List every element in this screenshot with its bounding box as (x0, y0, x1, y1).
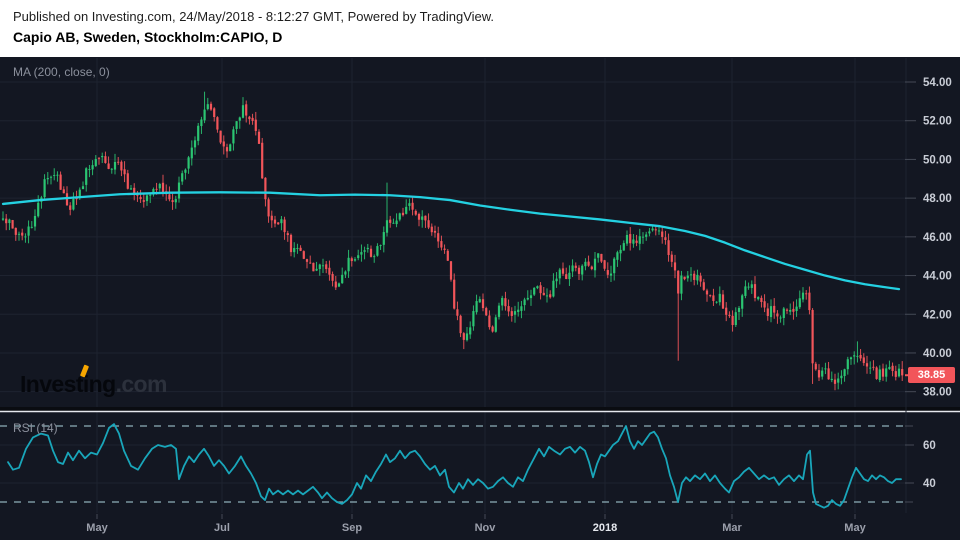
price-axis-label: 44.00 (923, 271, 952, 283)
date-axis-label: Jul (214, 522, 230, 534)
date-axis-label: May (86, 522, 108, 534)
price-axis-label: 48.00 (923, 193, 952, 205)
rsi-band-lines (0, 425, 906, 503)
date-axis-label: 2018 (593, 522, 617, 534)
published-line: Published on Investing.com, 24/May/2018 … (13, 9, 495, 24)
chart-canvas[interactable]: 54.00 52.00 50.00 48.00 46.00 44.00 42.00 40.00… (0, 57, 960, 540)
ma200-line (1, 191, 901, 291)
price-axis-label: 46.00 (923, 232, 952, 244)
candlestick-series (1, 91, 904, 391)
price-gridlines (0, 81, 906, 393)
rsi-axis-label: 40 (923, 478, 936, 490)
rsi-axis-label: 60 (923, 440, 936, 452)
date-axis-label: Sep (342, 522, 362, 534)
price-axis-label: 40.00 (923, 348, 952, 360)
price-axis-label: 50.00 (923, 154, 952, 166)
chart-title: Capio AB, Sweden, Stockholm:CAPIO, D (13, 29, 283, 45)
date-axis-label: Nov (475, 522, 497, 534)
rsi-line (7, 423, 902, 509)
price-axis[interactable]: 54.00 52.00 50.00 48.00 46.00 44.00 42.00 40.00… (905, 58, 952, 513)
last-price-badge: 38.85 (908, 367, 955, 384)
date-axis[interactable]: May Jul Sep Nov 2018 Mar May (86, 514, 867, 534)
price-axis-label: 42.00 (923, 309, 952, 321)
date-gridlines (96, 58, 856, 513)
rsi-gridlines (0, 444, 906, 484)
date-axis-label: Mar (722, 522, 742, 534)
chart-area[interactable]: 54.00 52.00 50.00 48.00 46.00 44.00 42.00 40.00… (0, 57, 960, 540)
price-axis-label: 54.00 (923, 77, 952, 89)
date-axis-label: May (844, 522, 866, 534)
chart-header: Published on Investing.com, 24/May/2018 … (0, 0, 960, 57)
pane-separator-shadow (0, 407, 960, 411)
price-axis-label: 52.00 (923, 116, 952, 128)
price-axis-label: 38.00 (923, 387, 952, 399)
